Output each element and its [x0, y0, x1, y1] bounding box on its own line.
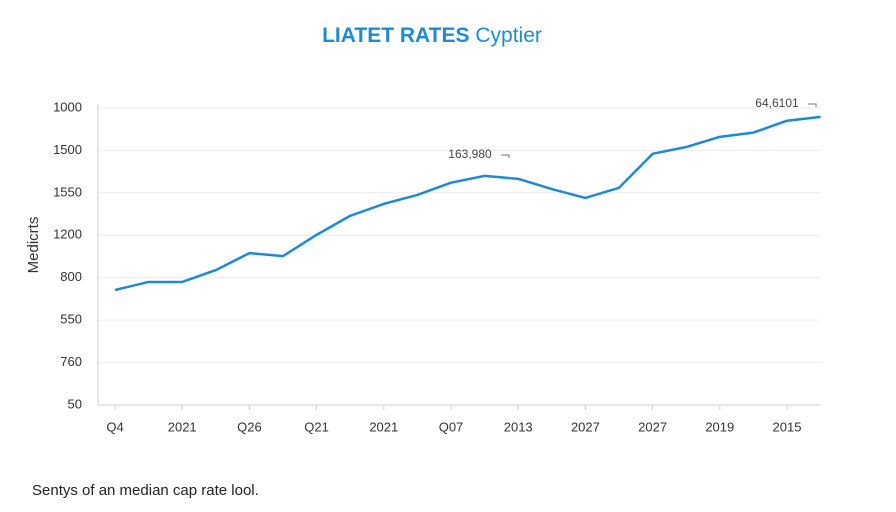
x-tick-label: 2015 — [773, 419, 802, 434]
line-series — [114, 115, 821, 292]
annotation: 64,6101 — [755, 96, 799, 110]
x-tick-label: 2027 — [638, 419, 667, 434]
x-tick-label: 2021 — [168, 419, 197, 434]
x-tick-label: 2013 — [504, 419, 533, 434]
chart-title-group: LIATET RATES Cyptier — [322, 24, 542, 47]
annotation-mark — [808, 103, 817, 107]
x-tick-label: Q07 — [439, 419, 464, 434]
y-tick-label: 760 — [60, 354, 82, 369]
footer: Sentys of an median cap rate lool. — [32, 482, 259, 499]
y-tick-label: 550 — [60, 312, 82, 327]
annotation: 163,980 — [448, 147, 492, 161]
y-tick-label: 1500 — [53, 142, 82, 157]
y-axis-label: Medicrts — [25, 217, 42, 274]
y-tick-label: 1000 — [53, 99, 82, 114]
x-tick-label: Q26 — [237, 419, 262, 434]
x-tick-label: 2019 — [705, 419, 734, 434]
y-tick-label: 800 — [60, 269, 82, 284]
x-tick-label: 2027 — [571, 419, 600, 434]
y-tick-label: 1200 — [53, 227, 82, 242]
x-tick-label: Q21 — [304, 419, 329, 434]
y-tick-label: 50 — [68, 396, 82, 411]
x-tick-label: 2021 — [369, 419, 398, 434]
y-tick-label: 1550 — [53, 184, 82, 199]
chart-title: LIATET RATES — [322, 24, 469, 47]
annotation-mark — [501, 154, 510, 158]
chart-title-suffix: Cyptier — [475, 24, 542, 47]
x-tick-label: Q4 — [106, 419, 123, 434]
